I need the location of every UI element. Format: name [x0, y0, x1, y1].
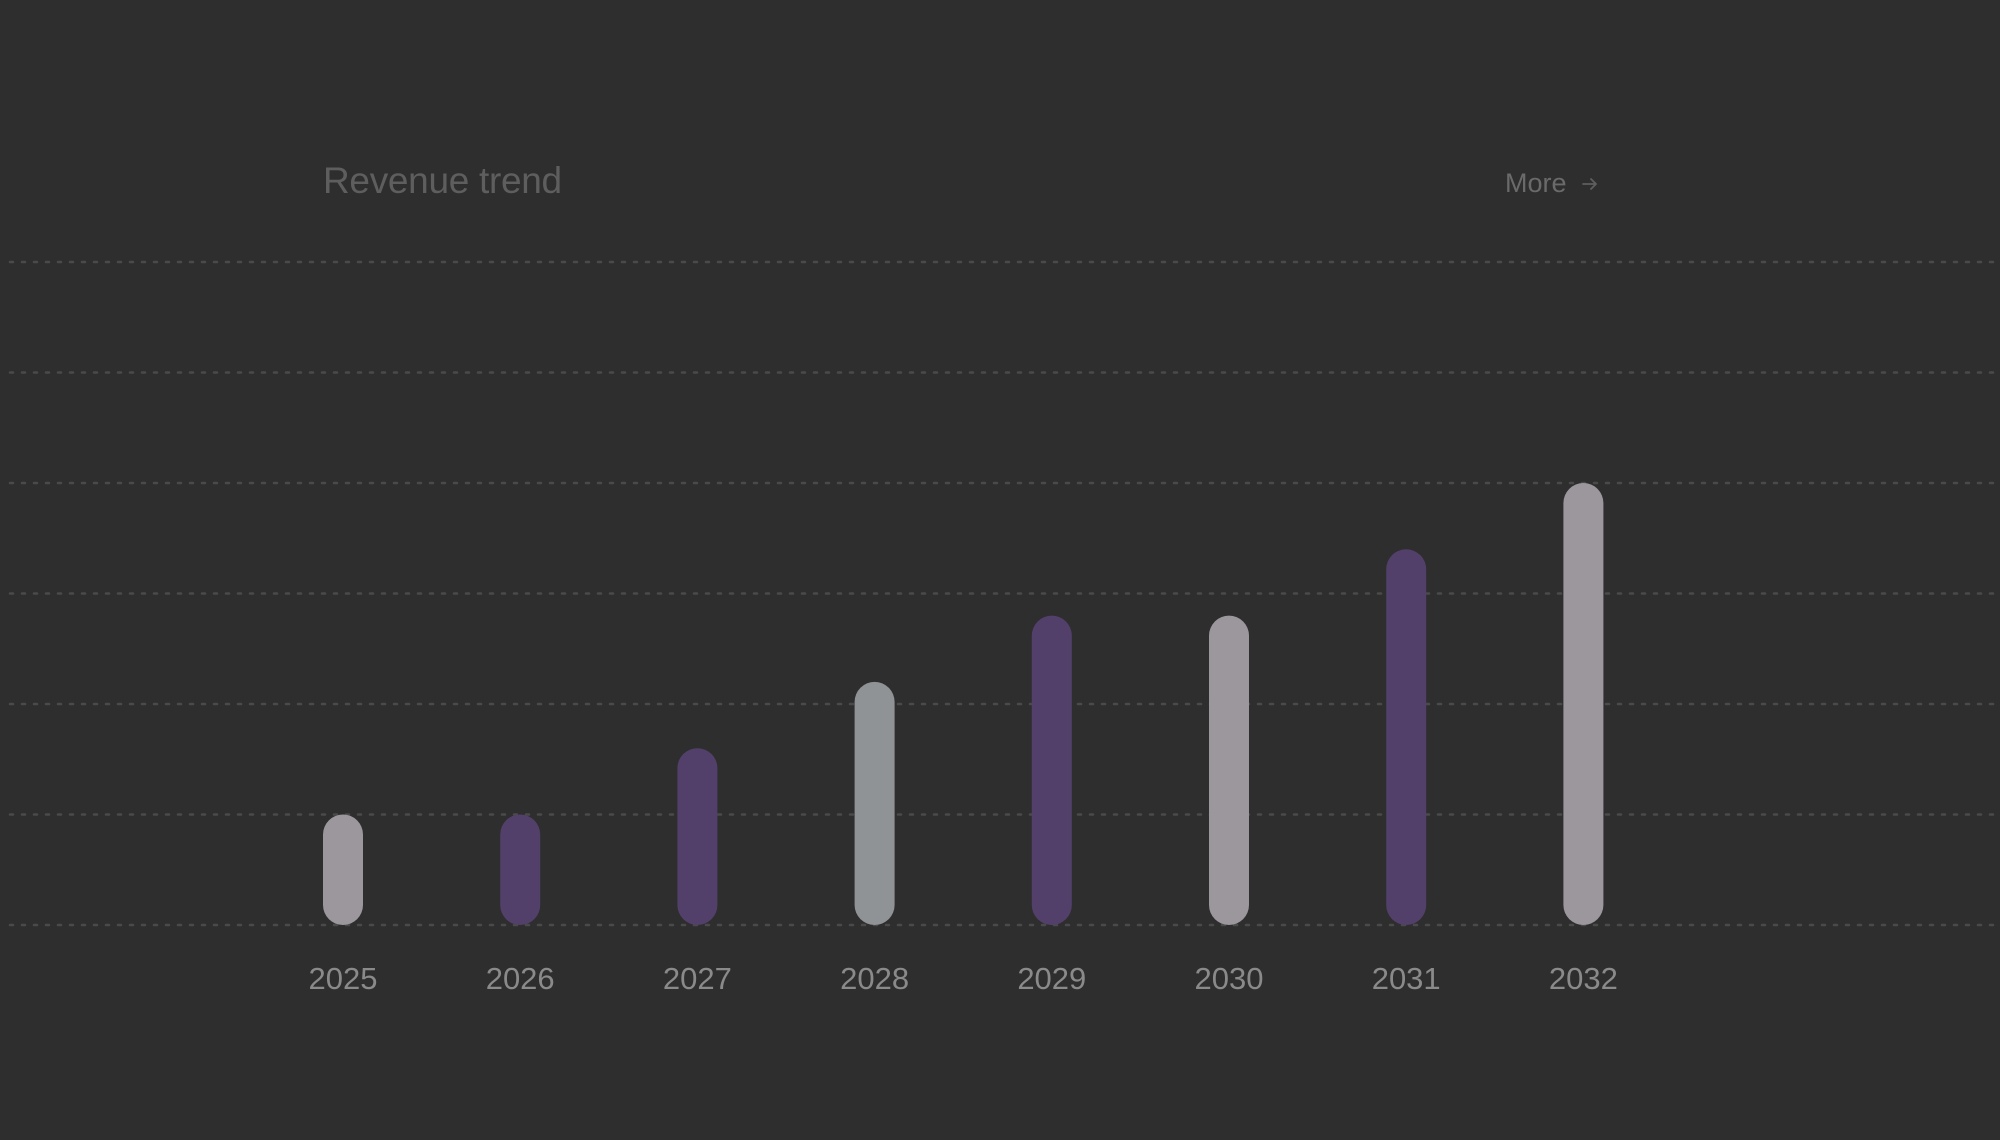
- bar-2025: [323, 814, 363, 925]
- bar-2030: [1209, 615, 1249, 925]
- x-tick-label: 2031: [1372, 961, 1441, 996]
- bar-2028: [854, 681, 895, 925]
- chart-title: Revenue trend: [323, 160, 562, 201]
- x-tick-label: 2026: [486, 961, 555, 996]
- bar-2029: [1031, 615, 1072, 925]
- arrow-right-icon: [1581, 177, 1597, 190]
- bar-2031: [1386, 549, 1427, 925]
- bar-2027: [677, 748, 718, 925]
- bar-2026: [500, 814, 541, 925]
- x-tick-label: 2028: [840, 961, 909, 996]
- bars: [323, 483, 1604, 925]
- more-link[interactable]: More: [1505, 168, 1599, 199]
- x-tick-label: 2032: [1549, 961, 1618, 996]
- gridlines: [8, 260, 2000, 927]
- more-label: More: [1505, 168, 1567, 198]
- x-axis-labels: 2025 2026 2027 2028 2029 2030 2031 2032: [309, 961, 1618, 996]
- x-tick-label: 2025: [309, 961, 378, 996]
- x-tick-label: 2030: [1195, 961, 1264, 996]
- bar-2032: [1563, 483, 1604, 925]
- x-tick-label: 2029: [1017, 961, 1086, 996]
- x-tick-label: 2027: [663, 961, 732, 996]
